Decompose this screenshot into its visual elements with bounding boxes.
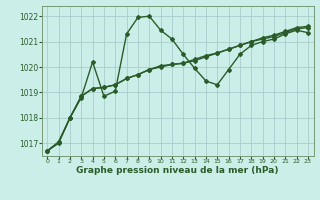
X-axis label: Graphe pression niveau de la mer (hPa): Graphe pression niveau de la mer (hPa) — [76, 166, 279, 175]
